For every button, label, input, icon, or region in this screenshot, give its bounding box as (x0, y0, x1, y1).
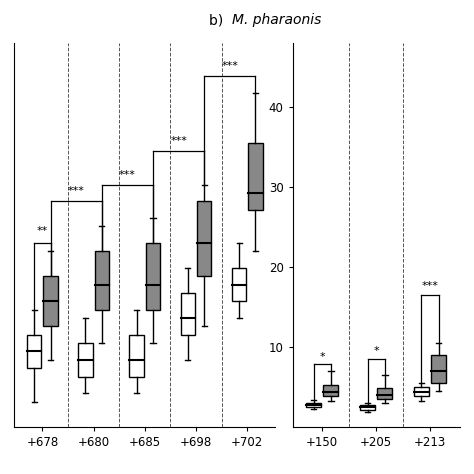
Bar (78, 343, 92, 376)
Text: ***: *** (422, 281, 438, 291)
Bar (95, 251, 109, 310)
Bar (232, 268, 246, 301)
Bar (146, 243, 160, 310)
Bar (377, 388, 392, 400)
Bar (129, 335, 144, 376)
Text: b): b) (209, 13, 228, 27)
Bar (414, 387, 429, 396)
Bar (248, 143, 263, 210)
Bar (323, 385, 338, 396)
Text: **: ** (37, 226, 48, 237)
Bar (431, 355, 447, 383)
Text: ***: *** (68, 186, 85, 196)
Text: *: * (319, 352, 325, 362)
Text: M. pharaonis: M. pharaonis (232, 13, 321, 27)
Bar (360, 405, 375, 410)
Text: *: * (374, 346, 379, 356)
Bar (27, 335, 41, 368)
Text: ***: *** (119, 170, 136, 180)
Bar (181, 293, 195, 335)
Bar (44, 276, 58, 327)
Bar (197, 201, 211, 276)
Bar (306, 402, 321, 407)
Text: ***: *** (170, 136, 187, 146)
Text: ***: *** (221, 61, 238, 71)
